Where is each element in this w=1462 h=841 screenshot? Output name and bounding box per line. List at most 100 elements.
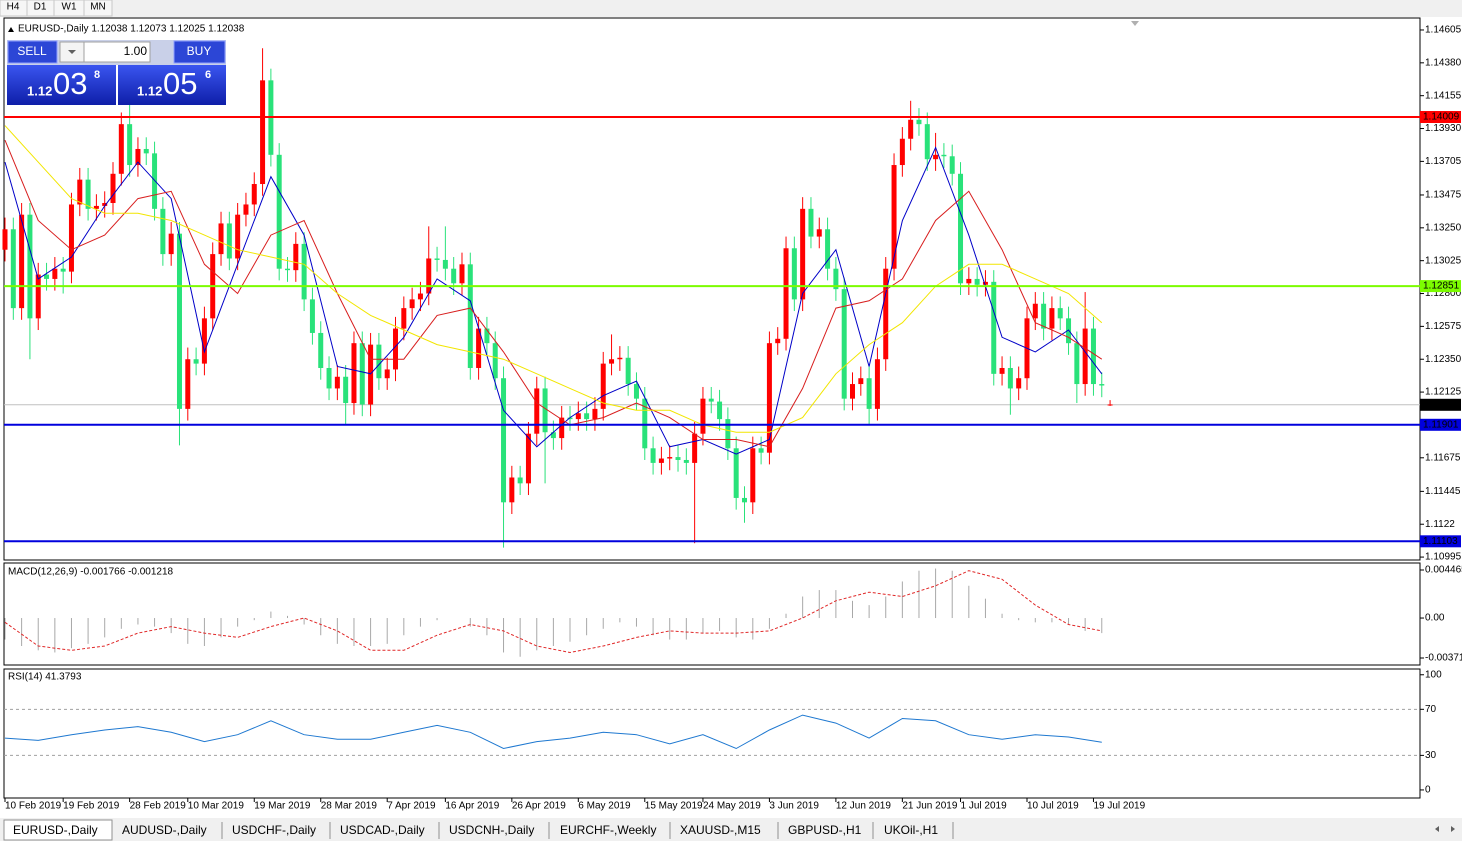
tab-separators bbox=[221, 822, 954, 839]
x-tick-label: 12 Jun 2019 bbox=[836, 801, 891, 812]
lot-input[interactable] bbox=[83, 41, 151, 63]
candle-body bbox=[309, 299, 315, 333]
collapse-icon[interactable] bbox=[8, 27, 14, 32]
candle-body bbox=[783, 248, 789, 339]
symbol-tab[interactable]: EURCHF-,Weekly bbox=[560, 823, 656, 837]
x-tick-label: 10 Mar 2019 bbox=[188, 801, 245, 812]
symbol-tab[interactable]: AUDUSD-,Daily bbox=[122, 823, 207, 837]
timeframe-button[interactable] bbox=[83, 0, 113, 17]
candle-body bbox=[326, 367, 332, 389]
candle-body bbox=[68, 204, 74, 272]
candle-body bbox=[725, 419, 731, 449]
candle-body bbox=[517, 477, 523, 484]
candle-body bbox=[118, 124, 124, 174]
candle-body bbox=[833, 268, 839, 290]
scroll-left[interactable] bbox=[1435, 826, 1439, 832]
y-tick-label: 1.14605 bbox=[1425, 25, 1462, 36]
candle-body bbox=[816, 229, 822, 237]
candle-body bbox=[667, 457, 673, 459]
bid-box[interactable] bbox=[7, 65, 116, 105]
symbol-tab[interactable]: USDCHF-,Daily bbox=[232, 823, 316, 837]
candle-body bbox=[800, 208, 806, 300]
candle-body bbox=[575, 413, 581, 420]
ask-box[interactable] bbox=[118, 65, 226, 105]
candle-body bbox=[717, 401, 723, 420]
candle-body bbox=[866, 378, 872, 409]
timeframe-label[interactable]: H4 bbox=[7, 2, 20, 13]
candle-body bbox=[1090, 328, 1096, 385]
candle-body bbox=[891, 165, 897, 269]
sell-button[interactable] bbox=[7, 40, 58, 64]
y-tick-label: 1.13025 bbox=[1425, 255, 1462, 266]
last-price-label: 1.12038 bbox=[1423, 399, 1460, 410]
candle-body bbox=[584, 413, 590, 420]
candle-body bbox=[218, 223, 224, 255]
candle-body bbox=[60, 268, 66, 272]
sell-label[interactable]: SELL bbox=[17, 44, 47, 58]
timeframe-label[interactable]: MN bbox=[90, 2, 106, 13]
candle-body bbox=[775, 338, 781, 344]
candle-body bbox=[393, 328, 399, 370]
candle-body bbox=[509, 477, 515, 503]
ask-big: 1.12 bbox=[137, 83, 162, 98]
candle-body bbox=[417, 293, 423, 300]
candle-body bbox=[143, 148, 149, 154]
candle-body bbox=[534, 388, 540, 434]
candle-body bbox=[916, 119, 922, 125]
candle-body bbox=[1049, 308, 1055, 329]
candle-body bbox=[368, 344, 374, 405]
candle-body bbox=[825, 229, 831, 269]
candle-body bbox=[991, 281, 997, 374]
candle-body bbox=[168, 233, 174, 255]
candle-body bbox=[467, 264, 473, 368]
bid-big: 1.12 bbox=[27, 83, 52, 98]
scroll-right[interactable] bbox=[1451, 826, 1455, 832]
candle-body bbox=[343, 376, 349, 404]
dropdown-arrow bbox=[68, 50, 76, 54]
y-tick-label: 100 bbox=[1425, 669, 1442, 680]
level-tag bbox=[1420, 535, 1461, 548]
signal-line bbox=[4, 570, 1102, 654]
candle-body bbox=[293, 243, 299, 271]
last-price-tag bbox=[1420, 398, 1461, 411]
symbol-tab[interactable]: USDCNH-,Daily bbox=[449, 823, 534, 837]
symbol-tab[interactable]: USDCAD-,Daily bbox=[340, 823, 425, 837]
candle-body bbox=[982, 281, 988, 285]
macd-title: MACD(12,26,9) -0.001766 -0.001218 bbox=[8, 567, 174, 578]
candle-body bbox=[301, 243, 307, 300]
candle-body bbox=[27, 214, 33, 319]
moving-average bbox=[4, 146, 1103, 455]
buy-label[interactable]: BUY bbox=[187, 44, 212, 58]
candle-body bbox=[459, 264, 465, 284]
candle-body bbox=[766, 343, 772, 453]
timeframe-label[interactable]: D1 bbox=[34, 2, 47, 13]
symbol-tab[interactable]: XAUUSD-,M15 bbox=[680, 823, 761, 837]
lot-value[interactable]: 1.00 bbox=[124, 44, 148, 58]
candle-body bbox=[791, 248, 797, 300]
timeframe-label[interactable]: W1 bbox=[62, 2, 77, 13]
buy-button[interactable] bbox=[173, 40, 226, 64]
y-tick-label: 0.00 bbox=[1425, 613, 1445, 624]
active-tab[interactable] bbox=[3, 819, 113, 841]
level-label: 1.11103 bbox=[1423, 536, 1458, 547]
x-tick-label: 10 Jul 2019 bbox=[1027, 801, 1079, 812]
candle-body bbox=[966, 278, 972, 284]
x-tick-label: 21 Jun 2019 bbox=[902, 801, 957, 812]
candle-body bbox=[135, 148, 141, 166]
candle-body bbox=[359, 343, 365, 405]
candle-body bbox=[492, 343, 498, 379]
candle-body bbox=[1057, 308, 1063, 319]
symbol-tab[interactable]: UKOil-,H1 bbox=[884, 823, 938, 837]
candle-body bbox=[542, 388, 548, 433]
symbol-tab[interactable]: EURUSD-,Daily bbox=[13, 823, 98, 837]
candle-body bbox=[592, 408, 598, 420]
x-tick-label: 26 Apr 2019 bbox=[512, 801, 566, 812]
y-tick-label: 1.13250 bbox=[1425, 222, 1462, 233]
ask-pips: 05 bbox=[163, 66, 197, 101]
candle-body bbox=[692, 433, 698, 463]
symbol-tab[interactable]: GBPUSD-,H1 bbox=[788, 823, 862, 837]
candle-body bbox=[19, 214, 25, 309]
candle-body bbox=[1007, 367, 1013, 389]
ask-fraction: 6 bbox=[205, 69, 211, 81]
rsi-title: RSI(14) 41.3793 bbox=[8, 672, 82, 683]
